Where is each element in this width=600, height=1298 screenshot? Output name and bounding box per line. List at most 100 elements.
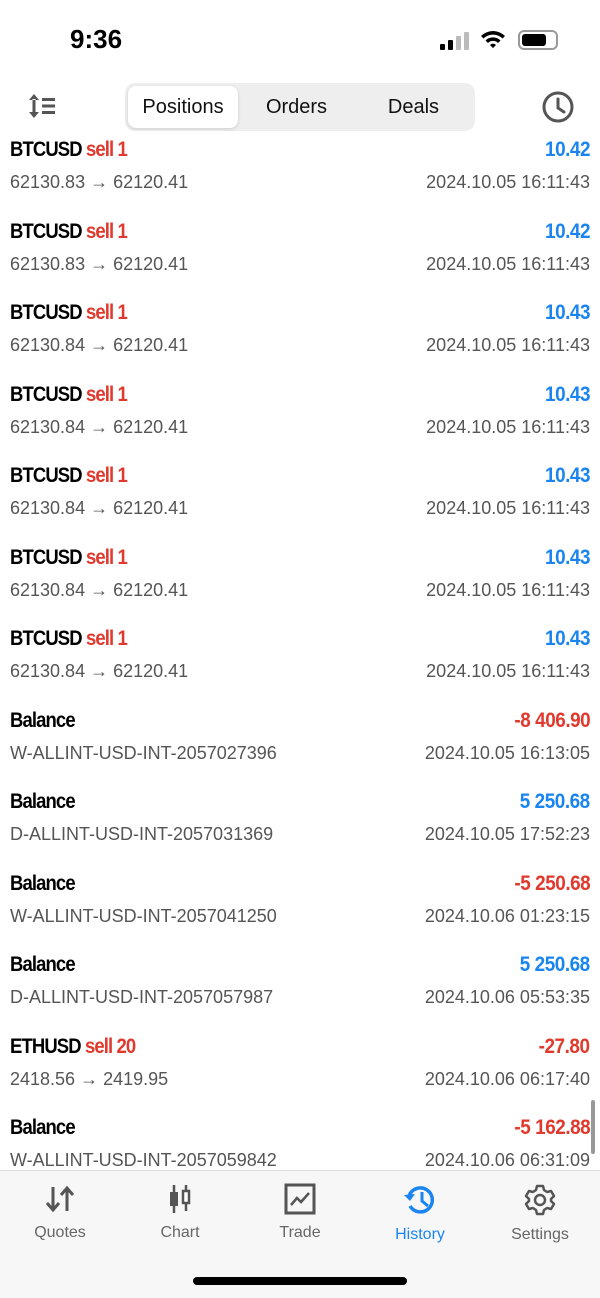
row-value: 5 250.68: [520, 953, 590, 976]
row-date: 2024.10.05 16:11:43: [426, 172, 590, 192]
tab-label: History: [395, 1226, 445, 1243]
row-detail: 62130.84 → 62120.41: [10, 416, 189, 437]
row-value: -27.80: [539, 1034, 590, 1058]
row-detail: 2418.56 → 2419.95: [10, 1068, 169, 1089]
row-value: -8 406.90: [514, 708, 590, 732]
toolbar: Positions Orders Deals: [0, 82, 600, 132]
row-title: ETHUSD sell 20: [10, 1034, 136, 1059]
history-icon: [404, 1186, 435, 1214]
row-detail: W-ALLINT-USD-INT-2057041250: [10, 905, 277, 926]
row-value: 10.42: [544, 138, 591, 161]
row-detail: 62130.84 → 62120.41: [10, 661, 189, 681]
row-symbol: BTCUSD: [10, 464, 83, 487]
row-date: 2024.10.05 16:11:43: [426, 253, 590, 274]
tab-label: Chart: [160, 1224, 200, 1241]
row-detail: W-ALLINT-USD-INT-2057059842: [10, 1150, 277, 1170]
row-symbol: BTCUSD: [10, 382, 83, 406]
tab-label: Settings: [511, 1226, 569, 1243]
row-title: BTCUSD sell 1: [10, 219, 128, 244]
row-detail: D-ALLINT-USD-INT-2057057987: [10, 987, 274, 1007]
row-symbol: Balance: [10, 953, 76, 976]
row-symbol: Balance: [10, 1116, 76, 1139]
row-symbol: BTCUSD: [10, 219, 83, 243]
row-title: BTCUSD sell 1: [10, 301, 128, 325]
row-value: 10.43: [544, 464, 591, 487]
list-item[interactable]: Balance -5 162.88 W-ALLINT-USD-INT-20570…: [0, 1110, 600, 1170]
row-symbol: ETHUSD: [10, 1034, 82, 1058]
tab-settings[interactable]: Settings: [480, 1171, 600, 1244]
row-title: Balance: [10, 953, 76, 977]
row-date: 2024.10.05 16:11:43: [426, 335, 590, 355]
row-symbol: BTCUSD: [10, 301, 83, 324]
row-value: 5 250.68: [520, 790, 590, 813]
row-detail: D-ALLINT-USD-INT-2057031369: [10, 824, 274, 844]
tab-quotes[interactable]: Quotes: [0, 1171, 120, 1242]
row-side: sell 1: [85, 138, 128, 161]
scrollbar[interactable]: [591, 1100, 595, 1154]
row-date: 2024.10.06 06:17:40: [424, 1068, 590, 1089]
row-date: 2024.10.06 01:23:15: [424, 905, 590, 926]
segment-positions[interactable]: Positions: [128, 86, 238, 128]
segment-orders[interactable]: Orders: [265, 96, 328, 118]
row-detail: 62130.84 → 62120.41: [10, 335, 189, 355]
row-side: sell 1: [85, 382, 128, 406]
tab-history[interactable]: History: [360, 1171, 480, 1244]
list-item[interactable]: BTCUSD sell 1 10.42 62130.83 → 62120.41 …: [0, 132, 600, 214]
row-title: Balance: [10, 1116, 76, 1140]
list-item[interactable]: BTCUSD sell 1 10.42 62130.83 → 62120.41 …: [0, 214, 600, 296]
home-indicator: [193, 1277, 407, 1285]
row-value: 10.43: [544, 301, 591, 324]
wifi-icon: [481, 31, 505, 48]
row-date: 2024.10.05 16:11:43: [426, 579, 590, 600]
row-value: -5 250.68: [514, 871, 590, 895]
tab-label: Quotes: [34, 1224, 86, 1241]
tab-trade[interactable]: Trade: [240, 1171, 360, 1242]
row-title: Balance: [10, 790, 76, 814]
row-detail: 62130.83 → 62120.41: [10, 172, 189, 192]
row-side: sell 1: [85, 301, 128, 324]
row-title: Balance: [10, 709, 76, 733]
row-side: sell 1: [85, 219, 128, 243]
row-symbol: Balance: [10, 871, 76, 895]
row-title: BTCUSD sell 1: [10, 382, 128, 407]
row-side: sell 20: [84, 1034, 136, 1058]
list-item[interactable]: Balance 5 250.68 D-ALLINT-USD-INT-205705…: [0, 947, 600, 1029]
row-detail: 62130.84 → 62120.41: [10, 498, 189, 518]
row-detail: W-ALLINT-USD-INT-2057027396: [10, 742, 277, 763]
row-title: BTCUSD sell 1: [10, 464, 128, 488]
status-time: 9:36: [70, 24, 123, 54]
row-symbol: BTCUSD: [10, 138, 83, 161]
row-value: 10.42: [544, 219, 591, 243]
list-item[interactable]: Balance 5 250.68 D-ALLINT-USD-INT-205703…: [0, 784, 600, 866]
row-title: BTCUSD sell 1: [10, 627, 128, 651]
tab-label: Trade: [279, 1224, 321, 1241]
row-title: BTCUSD sell 1: [10, 545, 128, 570]
row-date: 2024.10.05 17:52:23: [424, 824, 590, 844]
history-list: BTCUSD sell 1 10.42 62130.83 → 62120.41 …: [0, 132, 600, 1170]
row-symbol: Balance: [10, 790, 76, 813]
row-date: 2024.10.05 16:11:43: [426, 498, 590, 518]
row-date: 2024.10.06 05:53:35: [424, 987, 590, 1007]
clock-icon[interactable]: [541, 90, 575, 124]
row-side: sell 1: [85, 545, 128, 569]
tab-chart[interactable]: Chart: [120, 1171, 240, 1242]
list-item[interactable]: BTCUSD sell 1 10.43 62130.84 → 62120.41 …: [0, 295, 600, 377]
signal-icon: [440, 32, 469, 50]
list-item[interactable]: BTCUSD sell 1 10.43 62130.84 → 62120.41 …: [0, 540, 600, 622]
row-title: Balance: [10, 871, 76, 896]
battery-icon: [518, 30, 558, 50]
list-item[interactable]: BTCUSD sell 1 10.43 62130.84 → 62120.41 …: [0, 458, 600, 540]
row-value: -5 162.88: [514, 1116, 590, 1139]
list-item[interactable]: BTCUSD sell 1 10.43 62130.84 → 62120.41 …: [0, 377, 600, 459]
sort-icon[interactable]: [26, 92, 58, 120]
row-date: 2024.10.05 16:11:43: [426, 661, 590, 681]
row-title: BTCUSD sell 1: [10, 138, 128, 162]
list-item[interactable]: Balance -8 406.90 W-ALLINT-USD-INT-20570…: [0, 703, 600, 785]
segmented-control: Positions Orders Deals: [125, 83, 475, 131]
list-item[interactable]: BTCUSD sell 1 10.43 62130.84 → 62120.41 …: [0, 621, 600, 703]
segment-deals[interactable]: Deals: [387, 96, 440, 118]
list-item[interactable]: Balance -5 250.68 W-ALLINT-USD-INT-20570…: [0, 866, 600, 948]
list-item[interactable]: ETHUSD sell 20 -27.80 2418.56 → 2419.95 …: [0, 1029, 600, 1111]
row-value: 10.43: [544, 382, 591, 406]
row-date: 2024.10.05 16:11:43: [426, 416, 590, 437]
